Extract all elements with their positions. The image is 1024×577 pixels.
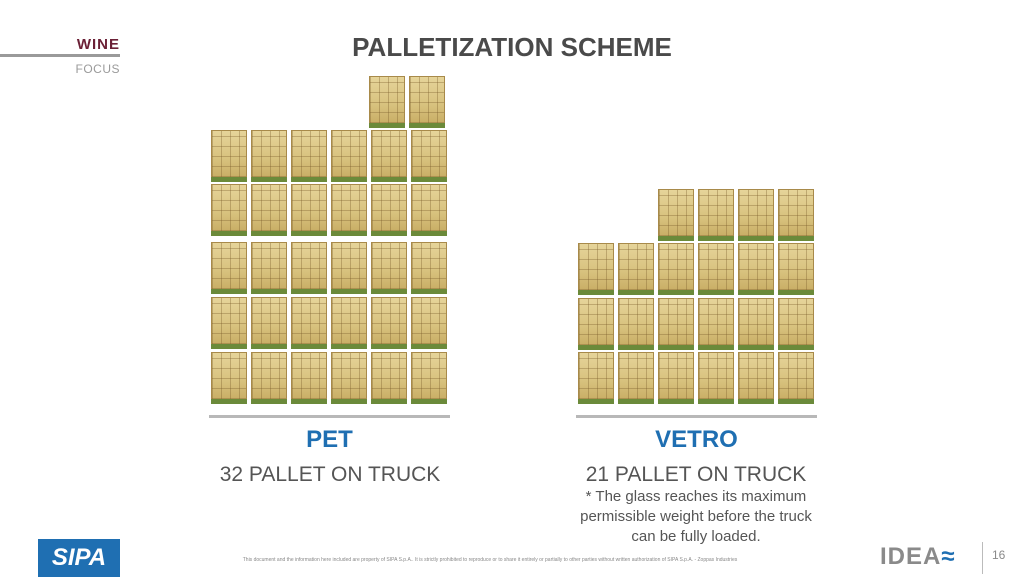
vetro-pallet bbox=[738, 243, 774, 295]
ideas-logo-text: IDEA bbox=[880, 543, 942, 570]
vetro-pallet bbox=[578, 243, 614, 295]
pet-pallet bbox=[291, 242, 327, 294]
vetro-note: * The glass reaches its maximum permissi… bbox=[556, 487, 836, 547]
vetro-pallet bbox=[778, 352, 814, 404]
pet-pallet bbox=[211, 352, 247, 404]
pet-pallet bbox=[211, 184, 247, 236]
vetro-pallet bbox=[738, 352, 774, 404]
pet-pallet bbox=[211, 297, 247, 349]
vetro-pallet bbox=[778, 189, 814, 241]
pet-pallet bbox=[251, 297, 287, 349]
vetro-pallet bbox=[618, 243, 654, 295]
sipa-logo: SIPA bbox=[38, 539, 120, 577]
vetro-pallet bbox=[778, 298, 814, 350]
vetro-note-line3: can be fully loaded. bbox=[631, 528, 761, 545]
ideas-logo: IDEA≈ bbox=[880, 543, 956, 571]
pet-pallet bbox=[291, 184, 327, 236]
vetro-label: VETRO bbox=[655, 426, 738, 453]
vetro-pallet bbox=[578, 352, 614, 404]
footer-divider bbox=[982, 542, 983, 574]
pet-pallet bbox=[411, 242, 447, 294]
pet-pallet bbox=[371, 242, 407, 294]
pet-pallet bbox=[211, 130, 247, 182]
pet-pallet bbox=[411, 130, 447, 182]
pet-pallet bbox=[411, 184, 447, 236]
footer-disclaimer: This document and the information here i… bbox=[242, 557, 738, 563]
pet-pallet bbox=[371, 130, 407, 182]
vetro-pallet bbox=[658, 298, 694, 350]
pet-pallet bbox=[251, 130, 287, 182]
pet-pallet bbox=[371, 184, 407, 236]
pet-pallet bbox=[251, 242, 287, 294]
pet-pallet bbox=[371, 352, 407, 404]
vetro-pallet bbox=[618, 298, 654, 350]
pet-pallet bbox=[371, 297, 407, 349]
vetro-pallet bbox=[658, 352, 694, 404]
pet-pallet bbox=[331, 184, 367, 236]
vetro-note-line1: * The glass reaches its maximum bbox=[585, 488, 807, 505]
vetro-baseline bbox=[576, 415, 817, 418]
pet-pallet bbox=[251, 184, 287, 236]
pet-pallet bbox=[409, 76, 445, 128]
pet-pallet bbox=[291, 352, 327, 404]
vetro-pallet bbox=[738, 189, 774, 241]
vetro-pallet bbox=[738, 298, 774, 350]
pet-label: PET bbox=[306, 426, 353, 453]
pet-pallet bbox=[291, 130, 327, 182]
vetro-pallet bbox=[778, 243, 814, 295]
pet-pallet bbox=[331, 130, 367, 182]
vetro-pallet bbox=[698, 298, 734, 350]
pet-pallet bbox=[411, 297, 447, 349]
page-number: 16 bbox=[992, 548, 1006, 562]
pet-pallet bbox=[331, 352, 367, 404]
vetro-pallet-count: 21 PALLET ON TRUCK bbox=[585, 463, 807, 486]
vetro-pallet bbox=[698, 189, 734, 241]
vetro-pallet bbox=[698, 243, 734, 295]
pet-baseline bbox=[209, 415, 450, 418]
vetro-pallet bbox=[618, 352, 654, 404]
vetro-note-line2: permissible weight before the truck bbox=[580, 508, 812, 525]
subsection-label: FOCUS bbox=[75, 62, 120, 76]
pet-pallet bbox=[369, 76, 405, 128]
pet-pallet bbox=[291, 297, 327, 349]
vetro-pallet bbox=[658, 243, 694, 295]
vetro-pallet bbox=[698, 352, 734, 404]
pet-pallet bbox=[211, 242, 247, 294]
ideas-swirl-icon: ≈ bbox=[941, 543, 956, 570]
vetro-pallet bbox=[578, 298, 614, 350]
pet-pallet-count: 32 PALLET ON TRUCK bbox=[219, 463, 441, 486]
page-title: PALLETIZATION SCHEME bbox=[352, 32, 672, 62]
pet-pallet bbox=[411, 352, 447, 404]
header-rule bbox=[0, 54, 120, 57]
pet-pallet bbox=[331, 297, 367, 349]
pet-pallet bbox=[331, 242, 367, 294]
vetro-pallet bbox=[658, 189, 694, 241]
section-label: WINE bbox=[76, 36, 120, 53]
pet-pallet bbox=[251, 352, 287, 404]
